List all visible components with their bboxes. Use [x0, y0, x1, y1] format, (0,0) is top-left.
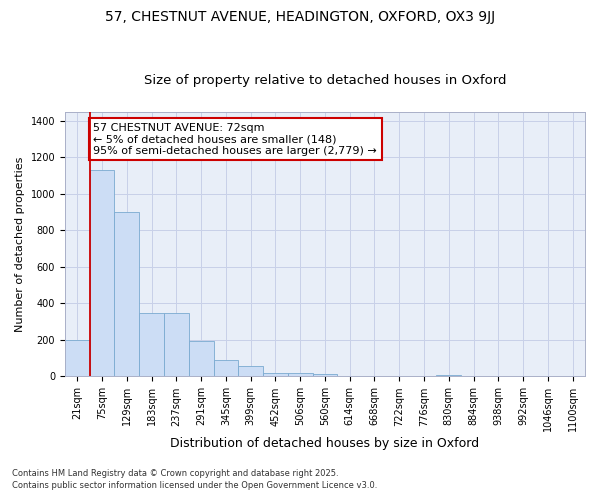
Bar [164, 312, 189, 376]
Bar [238, 366, 263, 376]
Y-axis label: Number of detached properties: Number of detached properties [15, 156, 25, 332]
Text: 57 CHESTNUT AVENUE: 72sqm
← 5% of detached houses are smaller (148)
95% of semi-: 57 CHESTNUT AVENUE: 72sqm ← 5% of detach… [94, 122, 377, 156]
Text: Contains HM Land Registry data © Crown copyright and database right 2025.
Contai: Contains HM Land Registry data © Crown c… [12, 469, 377, 490]
Bar [436, 374, 461, 376]
Bar [189, 341, 214, 376]
Bar [288, 373, 313, 376]
Bar [89, 170, 115, 376]
Text: 57, CHESTNUT AVENUE, HEADINGTON, OXFORD, OX3 9JJ: 57, CHESTNUT AVENUE, HEADINGTON, OXFORD,… [105, 10, 495, 24]
Bar [214, 360, 238, 376]
Bar [115, 212, 139, 376]
Bar [263, 373, 288, 376]
Bar [139, 312, 164, 376]
Bar [65, 340, 89, 376]
Title: Size of property relative to detached houses in Oxford: Size of property relative to detached ho… [144, 74, 506, 87]
X-axis label: Distribution of detached houses by size in Oxford: Distribution of detached houses by size … [170, 437, 479, 450]
Bar [313, 374, 337, 376]
